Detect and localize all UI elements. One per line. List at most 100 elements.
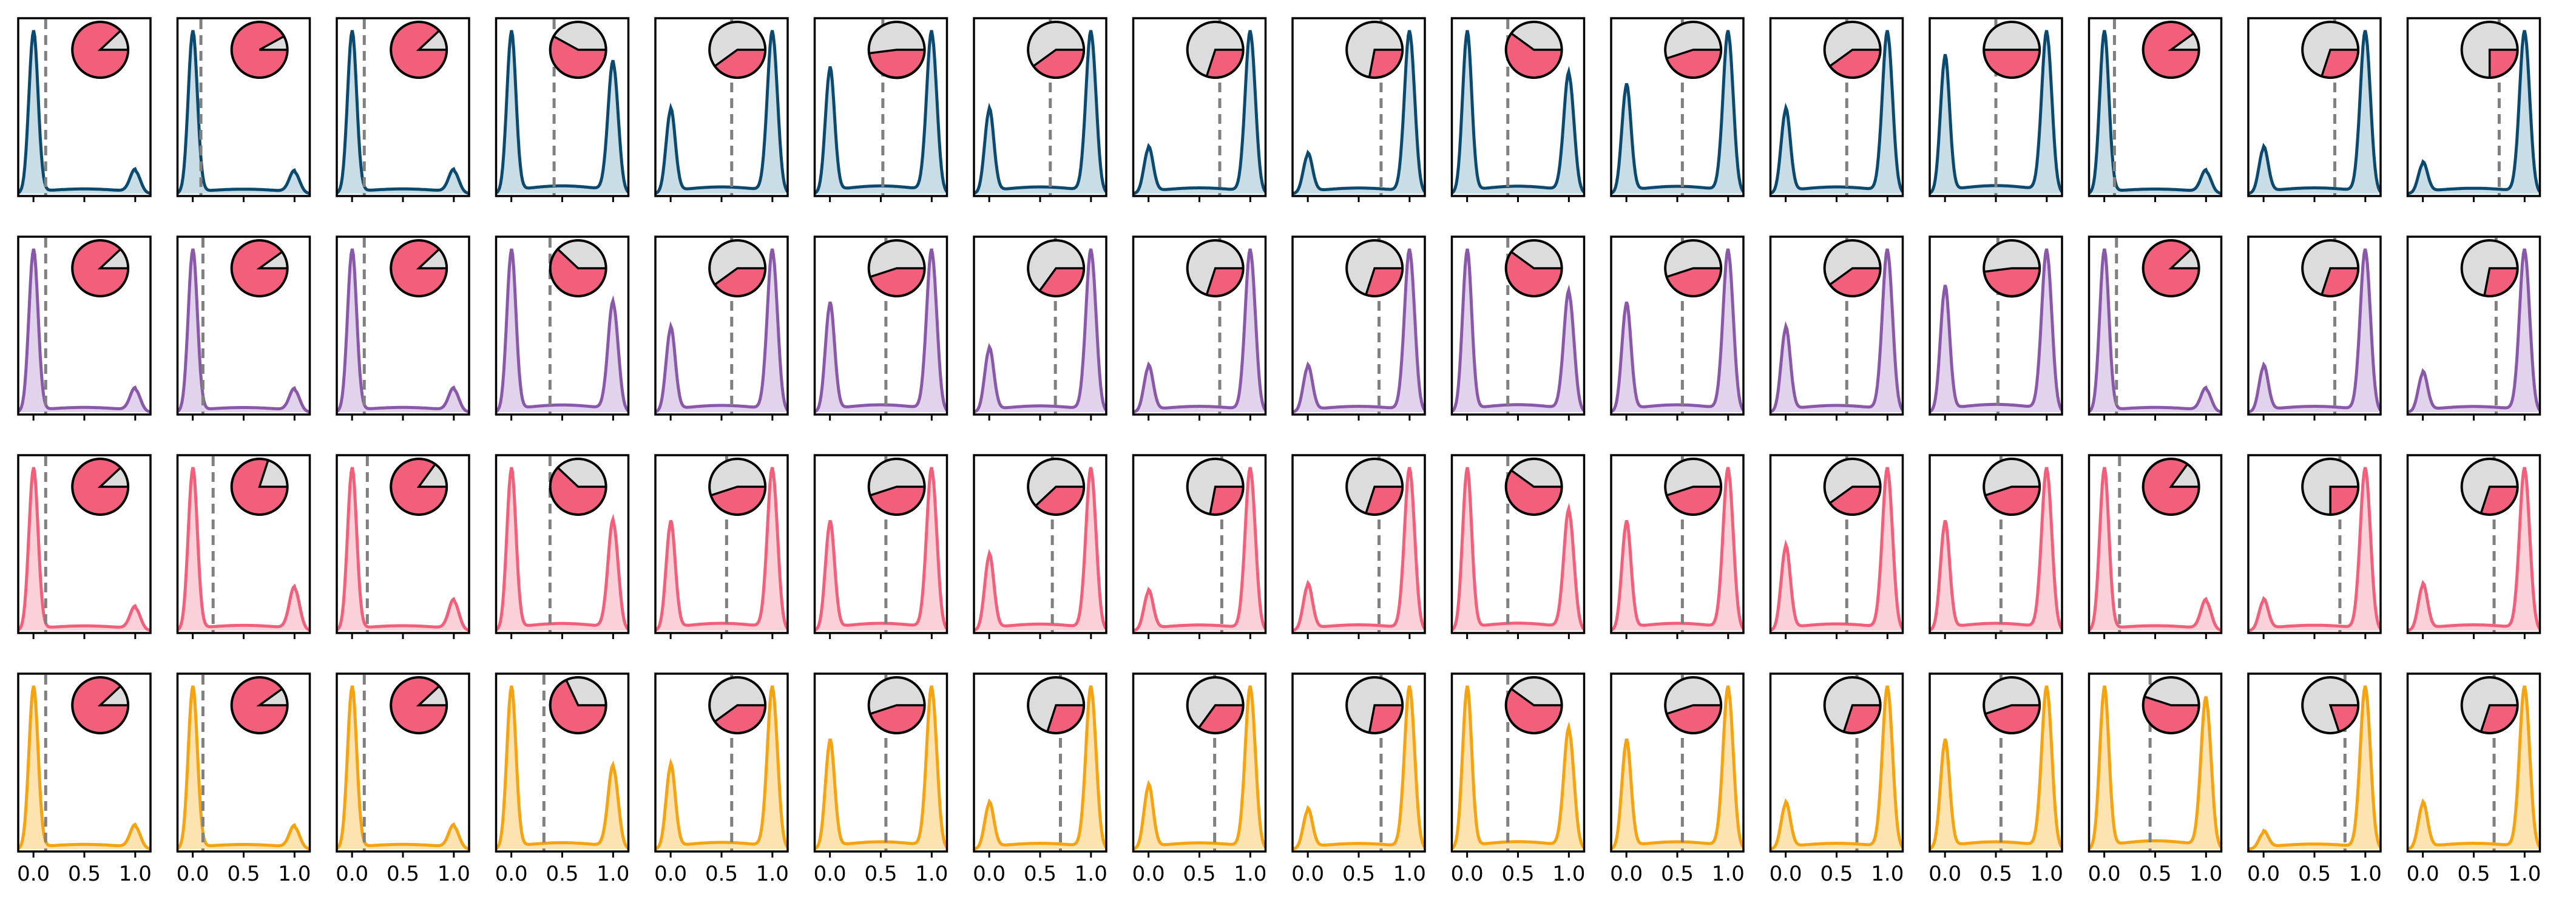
pie-outline <box>2301 239 2360 297</box>
density-line <box>2248 685 2382 851</box>
x-tick-label: 0.0 <box>17 862 50 886</box>
subplot-r4-c5: 0.0 0.5 1.0 <box>654 672 789 886</box>
density-line <box>1770 685 1904 851</box>
pie-outline <box>1504 21 1563 79</box>
x-tick-label: 0.0 <box>973 862 1006 886</box>
x-tick-label: 1.0 <box>1393 862 1426 886</box>
pie-outline <box>2301 676 2360 734</box>
subplot-r4-c4: 0.0 0.5 1.0 <box>495 672 629 886</box>
subplot-r1-c14 <box>2088 17 2223 202</box>
density-line <box>655 248 789 413</box>
x-tick-label: 0.0 <box>2247 862 2280 886</box>
subplot-r3-c16 <box>2406 454 2541 639</box>
pie-outline <box>1983 21 2041 79</box>
density-line <box>17 30 151 195</box>
subplot-r2-c14 <box>2088 235 2223 421</box>
x-tick-label: 0.0 <box>336 862 368 886</box>
subplot-r2-c5 <box>654 235 789 421</box>
x-tick-label: 0.5 <box>2138 862 2171 886</box>
density-fill <box>496 686 629 849</box>
density-line <box>814 30 948 195</box>
x-tick-label: 0.0 <box>177 862 209 886</box>
subplot-r4-c15: 0.0 0.5 1.0 <box>2247 672 2382 886</box>
pie-outline <box>549 676 607 734</box>
subplot-r3-c6 <box>813 454 948 639</box>
subplot-r1-c6 <box>813 17 948 202</box>
pie-outline <box>2142 239 2200 297</box>
pie-outline <box>1823 676 1882 734</box>
pie-slice-filled <box>1983 267 2041 298</box>
density-line <box>1133 248 1267 414</box>
density-fill <box>496 249 629 412</box>
density-fill <box>496 30 629 194</box>
x-tick-label: 1.0 <box>1552 862 1585 886</box>
x-tick-label: 0.5 <box>1661 862 1694 886</box>
subplot-r2-c3 <box>336 235 470 421</box>
subplot-r2-c10 <box>1450 235 1586 421</box>
density-line <box>2407 248 2541 414</box>
x-tick-label: 1.0 <box>2349 862 2382 886</box>
x-tick-label: 0.5 <box>68 862 101 886</box>
subplot-r2-c13 <box>1929 235 2064 421</box>
x-tick-label: 1.0 <box>1712 862 1745 886</box>
pie-outline <box>1823 458 1882 516</box>
x-tick-label: 0.0 <box>1610 862 1643 886</box>
density-line <box>1292 30 1427 195</box>
pie-outline <box>1823 21 1882 79</box>
subplot-r4-c7: 0.0 0.5 1.0 <box>973 672 1108 886</box>
x-tick-label: 0.5 <box>1501 862 1534 886</box>
x-tick-label: 1.0 <box>1234 862 1266 886</box>
x-tick-label: 0.0 <box>1451 862 1484 886</box>
x-tick-label: 0.5 <box>2298 862 2331 886</box>
x-tick-label: 0.5 <box>227 862 260 886</box>
density-line <box>2248 467 2382 632</box>
x-tick-label: 0.0 <box>814 862 847 886</box>
pie-outline <box>1186 21 1245 79</box>
x-tick-label: 1.0 <box>119 862 152 886</box>
pie-outline <box>867 676 926 734</box>
subplot-r1-c10 <box>1450 17 1586 202</box>
pie-outline <box>71 239 130 297</box>
subplot-r3-c5 <box>654 454 789 639</box>
density-line <box>17 467 151 632</box>
subplot-r2-c8 <box>1132 235 1267 421</box>
x-tick-label: 0.5 <box>705 862 738 886</box>
x-tick-label: 1.0 <box>1075 862 1107 886</box>
subplot-r3-c10 <box>1450 454 1586 639</box>
subplot-r1-c1 <box>17 17 152 202</box>
subplot-r4-c3: 0.0 0.5 1.0 <box>336 672 470 886</box>
density-line <box>177 685 310 851</box>
subplot-r2-c15 <box>2247 235 2382 421</box>
density-line <box>177 248 310 414</box>
pie-outline <box>1664 21 1723 79</box>
pie-outline <box>1983 458 2041 516</box>
density-fill <box>177 686 310 849</box>
pie-outline <box>390 21 448 79</box>
density-line <box>1770 248 1904 413</box>
x-tick-label: 0.0 <box>2407 862 2439 886</box>
subplot-r4-c10: 0.0 0.5 1.0 <box>1451 672 1585 886</box>
x-tick-label: 0.0 <box>495 862 528 886</box>
density-line <box>1451 467 1586 632</box>
pie-outline <box>230 21 289 79</box>
density-line <box>973 30 1108 195</box>
density-fill <box>2089 686 2222 849</box>
pie-outline <box>549 458 607 516</box>
pie-outline <box>390 458 448 516</box>
pie-outline <box>230 458 289 516</box>
density-line <box>655 685 789 850</box>
subplot-r1-c13 <box>1929 17 2064 202</box>
pie-outline <box>1186 239 1245 297</box>
x-tick-label: 0.0 <box>1770 862 1802 886</box>
pie-outline <box>1983 676 2041 734</box>
density-line <box>2407 685 2541 851</box>
subplot-r4-c2: 0.0 0.5 1.0 <box>177 672 311 886</box>
pie-slice-filled <box>868 49 926 80</box>
pie-outline <box>2460 239 2519 297</box>
pie-outline <box>71 458 130 516</box>
pie-outline <box>1664 676 1723 734</box>
density-fill <box>337 249 469 412</box>
pie-outline <box>867 21 926 79</box>
pie-outline <box>230 676 289 734</box>
subplot-r1-c4 <box>495 17 630 202</box>
